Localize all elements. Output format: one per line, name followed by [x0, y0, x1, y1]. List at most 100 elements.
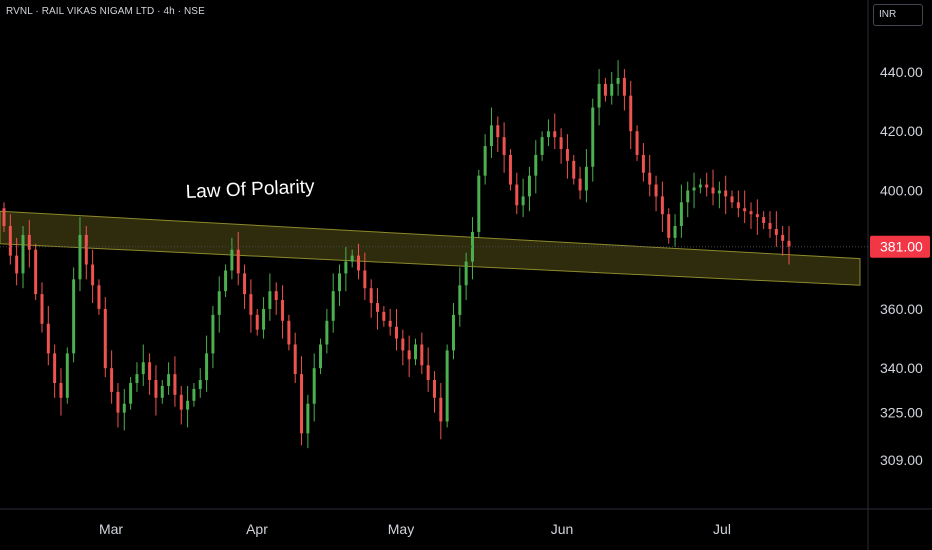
candle-body	[255, 314, 259, 330]
candle	[8, 214, 12, 265]
candle	[667, 208, 671, 244]
candle	[736, 190, 740, 218]
candle-body	[755, 214, 759, 218]
candle-body	[312, 368, 316, 404]
candle-body	[787, 240, 791, 247]
candle-body	[110, 368, 114, 392]
candle-body	[91, 264, 95, 286]
candle-body	[148, 362, 152, 381]
candle	[281, 285, 285, 339]
candle-body	[781, 234, 785, 241]
candle	[426, 347, 430, 392]
candle	[572, 154, 576, 185]
candle	[331, 273, 335, 333]
candle-body	[439, 397, 443, 422]
candle-body	[724, 190, 728, 197]
candle-body	[629, 95, 633, 132]
candle-body	[698, 184, 702, 188]
candle	[407, 335, 411, 378]
candle-body	[363, 270, 367, 289]
candle	[198, 368, 202, 398]
candle	[34, 243, 38, 301]
candle	[21, 226, 25, 289]
candle	[515, 172, 519, 215]
x-tick-label: May	[388, 521, 414, 537]
candle	[483, 134, 487, 185]
candle	[508, 149, 512, 191]
candle-body	[300, 374, 304, 434]
candle	[306, 394, 310, 449]
candle	[382, 305, 386, 327]
y-tick-label: 400.00	[880, 182, 923, 198]
candle-body	[331, 291, 335, 321]
candle	[59, 368, 63, 416]
candle-body	[572, 160, 576, 179]
y-tick-label: 420.00	[880, 123, 923, 139]
candle	[489, 107, 493, 158]
x-tick-label: Apr	[246, 521, 268, 537]
candle	[205, 335, 209, 392]
candle	[654, 175, 658, 212]
candle	[534, 140, 538, 194]
last-price-badge	[870, 235, 930, 258]
candle	[122, 388, 126, 431]
candle	[610, 72, 614, 105]
candle-body	[27, 234, 31, 250]
candle	[274, 282, 278, 315]
candle-body	[597, 83, 601, 108]
candle	[27, 220, 31, 268]
candle-body	[413, 344, 417, 360]
candle-body	[15, 255, 19, 274]
candle	[565, 134, 569, 179]
candle	[72, 267, 76, 363]
candle	[249, 279, 253, 333]
candle	[135, 362, 139, 392]
candle	[160, 380, 164, 404]
candle-body	[217, 291, 221, 315]
candle	[502, 122, 506, 173]
currency-selector[interactable]: INR	[873, 4, 923, 26]
candle-body	[692, 187, 696, 191]
candle	[698, 178, 702, 194]
candle	[350, 249, 354, 268]
candle-body	[34, 249, 38, 295]
candle-body	[116, 391, 120, 413]
candle-body	[376, 303, 380, 312]
candle-body	[59, 382, 63, 398]
candle-body	[21, 234, 25, 274]
candle	[217, 276, 221, 333]
candle	[319, 338, 323, 375]
candle	[255, 308, 259, 336]
candle	[300, 356, 304, 446]
candle	[781, 226, 785, 256]
candle	[616, 60, 620, 96]
candle-body	[53, 353, 57, 383]
candle-body	[635, 131, 639, 155]
candle	[173, 356, 177, 407]
candle-body	[211, 314, 215, 354]
candle	[103, 297, 107, 378]
candle	[344, 246, 348, 292]
candle	[762, 211, 766, 229]
candle-body	[743, 208, 747, 212]
candle	[660, 181, 664, 232]
candle	[148, 353, 152, 395]
candle	[243, 264, 247, 309]
candle	[84, 226, 88, 280]
last-price-label: 381.00	[880, 239, 923, 255]
candle-body	[160, 385, 164, 398]
candle	[540, 131, 544, 161]
candle-body	[179, 394, 183, 410]
candle-body	[281, 300, 285, 321]
candle-body	[477, 175, 481, 232]
candle	[15, 237, 19, 286]
candle	[338, 264, 342, 306]
polarity-zone	[0, 210, 861, 286]
candle	[2, 202, 6, 232]
candle	[591, 98, 595, 182]
candle-body	[230, 249, 234, 271]
candle-body	[521, 196, 525, 206]
candle	[749, 202, 753, 229]
